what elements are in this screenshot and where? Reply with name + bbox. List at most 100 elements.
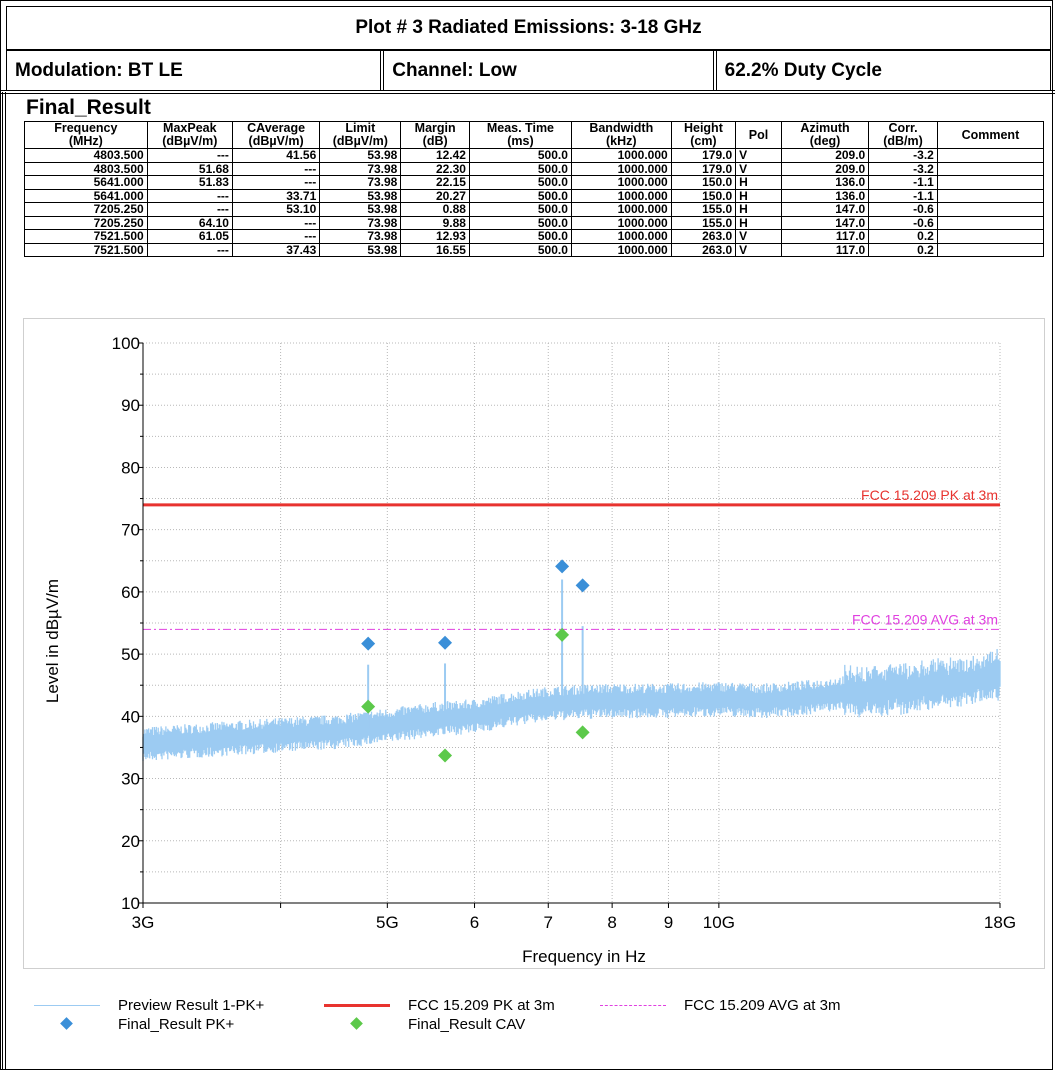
table-row: 7521.500 61.05 --- 73.98 12.93 500.0 1000.000 2… [24, 229, 1045, 244]
report-header: Plot # 3 Radiated Emissions: 3-18 GHz Mo… [6, 6, 1051, 91]
table-cell: 61.05 [146, 229, 233, 244]
table-cell: V [735, 161, 782, 176]
table-cell: 51.68 [146, 161, 233, 176]
table-cell: 9.88 [400, 215, 470, 230]
table-cell: -3.2 [868, 148, 938, 163]
table-cell: 500.0 [468, 229, 572, 244]
column-header: Bandwidth (kHz) [570, 121, 672, 149]
table-cell: 1000.000 [570, 229, 672, 244]
table-cell: 53.98 [319, 148, 402, 163]
table-cell: --- [231, 229, 321, 244]
table-cell: 136.0 [780, 175, 870, 190]
pk-result-marker [575, 578, 590, 593]
preview-trace-band [142, 649, 1001, 761]
x-tick-label: 5G [376, 913, 399, 932]
table-cell: 136.0 [780, 188, 870, 203]
column-unit: (ms) [507, 134, 534, 148]
left-border [2, 92, 6, 1070]
table-cell: --- [146, 148, 233, 163]
table-row: 4803.500 51.68 --- 73.98 22.30 500.0 1000.000 1… [24, 161, 1045, 176]
column-header: Azimuth (deg) [780, 121, 870, 149]
column-name: Frequency [54, 121, 118, 135]
table-cell: 12.93 [400, 229, 470, 244]
table-header-row: Frequency (MHz) MaxPeak (dBµV/m) CAverage (dB… [24, 121, 1045, 149]
table-cell: 12.42 [400, 148, 470, 163]
table-cell: 263.0 [670, 242, 737, 257]
column-unit: (dBµV/m) [332, 134, 388, 148]
y-axis-label: Level in dBµV/m [43, 579, 62, 703]
table-cell: 117.0 [780, 229, 870, 244]
table-cell: 41.56 [231, 148, 321, 163]
legend-symbol-pk-limit [324, 996, 390, 1014]
duty-cycle-cell: 62.2% Duty Cycle [724, 59, 882, 81]
column-unit: (kHz) [606, 134, 637, 148]
legend-label-preview: Preview Result 1-PK+ [118, 996, 265, 1014]
table-cell [936, 215, 1045, 230]
table-cell: 53.98 [319, 202, 402, 217]
table-cell: 1000.000 [570, 161, 672, 176]
table-row: 7205.250 64.10 --- 73.98 9.88 500.0 1000.000 15… [24, 215, 1045, 230]
table-cell: 150.0 [670, 175, 737, 190]
column-name: Margin [414, 121, 456, 135]
table-cell: 4803.500 [24, 148, 148, 163]
column-unit: (MHz) [68, 134, 103, 148]
column-header: Pol [735, 121, 782, 149]
x-axis-label: Frequency in Hz [522, 947, 646, 966]
legend-symbol-final-pk [34, 1015, 100, 1033]
table-cell: 0.2 [868, 242, 938, 257]
y-tick-label: 90 [121, 396, 140, 415]
y-tick-label: 40 [121, 707, 140, 726]
column-header: Height (cm) [670, 121, 737, 149]
column-header: CAverage (dBµV/m) [231, 121, 321, 149]
legend-item-pk-limit: FCC 15.209 PK at 3m [324, 996, 555, 1014]
table-cell: 7205.250 [24, 202, 148, 217]
table-cell: 22.30 [400, 161, 470, 176]
table-cell: 1000.000 [570, 242, 672, 257]
header-info-row: Modulation: BT LE Channel: Low 62.2% Dut… [7, 51, 1050, 90]
legend-label-final-cav: Final_Result CAV [408, 1015, 526, 1033]
cav-result-marker [575, 725, 590, 740]
table-body: 4803.500 --- 41.56 53.98 12.42 500.0 1000.000 1… [24, 148, 1045, 257]
y-tick-label: 50 [121, 645, 140, 664]
table-cell: 147.0 [780, 215, 870, 230]
table-cell [936, 175, 1045, 190]
column-header: Corr. (dB/m) [868, 121, 938, 149]
x-tick-label: 3G [132, 913, 155, 932]
x-tick-label: 7 [544, 913, 553, 932]
section-divider [0, 90, 1055, 94]
table-cell: V [735, 229, 782, 244]
column-header: Comment [936, 121, 1045, 149]
result-markers [361, 559, 590, 763]
table-cell: 5641.000 [24, 175, 148, 190]
table-cell [936, 188, 1045, 203]
table-cell [936, 202, 1045, 217]
table-title: Final_Result [26, 96, 151, 119]
table-cell: -1.1 [868, 175, 938, 190]
column-name: Meas. Time [486, 121, 555, 135]
plot-title: Plot # 3 Radiated Emissions: 3-18 GHz [7, 7, 1050, 51]
table-cell: 73.98 [319, 175, 402, 190]
chart-panel: FCC 15.209 PK at 3m FCC 15.209 AVG at 3m … [23, 318, 1045, 969]
column-unit: (dBµV/m) [162, 134, 218, 148]
table-cell: 7521.500 [24, 229, 148, 244]
table-cell [936, 242, 1045, 257]
preview-trace [142, 579, 1001, 761]
table-cell: 209.0 [780, 148, 870, 163]
cav-result-marker [555, 627, 570, 642]
column-name: Corr. [888, 121, 918, 135]
column-name: Azimuth [800, 121, 850, 135]
cav-result-marker [361, 699, 376, 714]
legend-symbol-preview [34, 996, 100, 1014]
table-cell: 1000.000 [570, 175, 672, 190]
table-cell: 0.88 [400, 202, 470, 217]
x-tick-label: 6 [470, 913, 479, 932]
avg-limit-label: FCC 15.209 AVG at 3m [852, 611, 998, 627]
table-row: 5641.000 --- 33.71 53.98 20.27 500.0 1000.000 1… [24, 188, 1045, 203]
y-tick-label: 100 [112, 334, 140, 353]
column-name: Pol [748, 127, 769, 142]
table-cell: 1000.000 [570, 188, 672, 203]
table-cell: 20.27 [400, 188, 470, 203]
table-cell: -0.6 [868, 215, 938, 230]
table-cell: --- [231, 175, 321, 190]
